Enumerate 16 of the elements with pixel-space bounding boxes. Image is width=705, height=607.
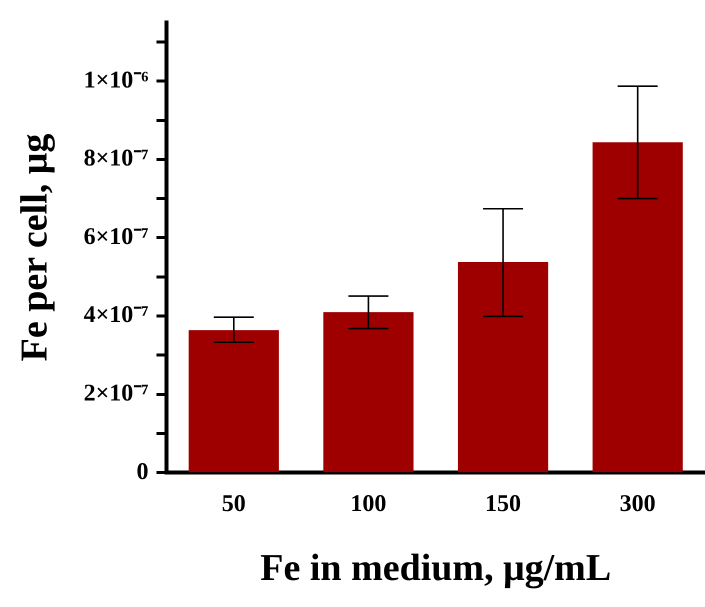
- y-tick-label: 4×10⁻⁷: [84, 302, 148, 328]
- x-tick-label: 300: [620, 491, 656, 518]
- y-axis-title: Fe per cell, μg: [14, 134, 56, 362]
- bar: [188, 330, 279, 472]
- y-tick-label: 2×10⁻⁷: [84, 380, 148, 407]
- x-axis-title: Fe in medium, μg/mL: [260, 547, 612, 590]
- bar: [323, 312, 414, 472]
- x-tick-label: 100: [350, 491, 386, 518]
- y-tick-label: 0: [136, 458, 148, 485]
- y-tick-label: 6×10⁻⁷: [84, 224, 148, 250]
- bar: [592, 142, 683, 472]
- x-tick-label: 50: [222, 491, 246, 518]
- y-tick-label: 1×10⁻⁶: [84, 67, 148, 94]
- y-tick-label: 8×10⁻⁷: [84, 146, 148, 172]
- x-tick-label: 150: [485, 491, 522, 518]
- bar: [458, 262, 548, 472]
